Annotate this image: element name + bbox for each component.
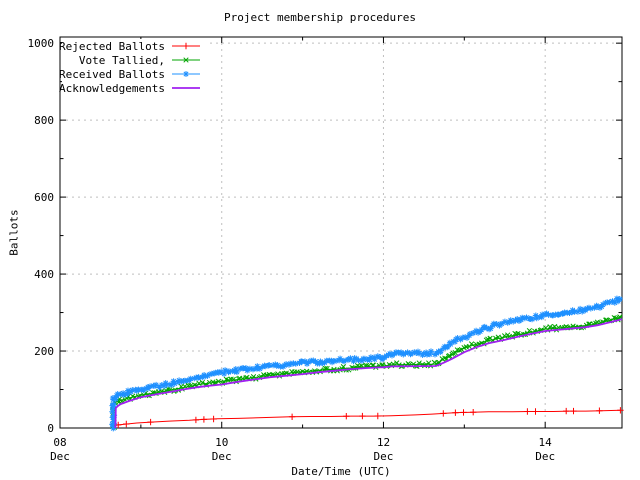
- legend-label: Rejected Ballots: [59, 40, 165, 53]
- legend-marker-icon: [183, 71, 189, 77]
- series-group: [109, 295, 624, 432]
- axes: [59, 36, 623, 429]
- y-tick-label: 800: [34, 114, 54, 127]
- series-markers-received-ballots: [109, 295, 623, 432]
- legend-marker-icon: [182, 42, 190, 50]
- x-tick-label-day: 10: [215, 436, 228, 449]
- series-markers-rejected-ballots: [115, 407, 624, 429]
- y-tick-label: 600: [34, 191, 54, 204]
- x-tick-label-month: Dec: [212, 450, 232, 463]
- y-tick-label: 400: [34, 268, 54, 281]
- legend-item: Received Ballots: [59, 68, 200, 81]
- legend-label: Acknowledgements: [59, 82, 165, 95]
- legend-item: Vote Tallied,: [79, 54, 200, 67]
- legend-backing: [62, 39, 208, 95]
- legend-label: Vote Tallied,: [79, 54, 165, 67]
- series-line-received-ballots: [112, 297, 623, 429]
- plot-border: [59, 36, 623, 429]
- x-tick-label-day: 12: [377, 436, 390, 449]
- x-tick-label-day: 08: [53, 436, 66, 449]
- series-line-rejected-ballots: [112, 409, 621, 429]
- series-line-acknowledgements: [114, 318, 623, 429]
- chart-title: Project membership procedures: [223, 11, 417, 24]
- y-tick-label: 1000: [28, 37, 55, 50]
- x-tick-label-day: 14: [539, 436, 553, 449]
- x-tick-label-month: Dec: [50, 450, 70, 463]
- y-tick-label: 0: [47, 422, 54, 435]
- legend-item: Rejected Ballots: [59, 40, 200, 53]
- x-tick-label-month: Dec: [374, 450, 394, 463]
- legend-label: Received Ballots: [59, 68, 165, 81]
- legend-marker-icon: [183, 57, 189, 63]
- legend-item: Acknowledgements: [59, 82, 200, 95]
- x-tick-label-month: Dec: [535, 450, 555, 463]
- y-tick-label: 200: [34, 345, 54, 358]
- x-axis-label: Date/Time (UTC): [291, 465, 391, 478]
